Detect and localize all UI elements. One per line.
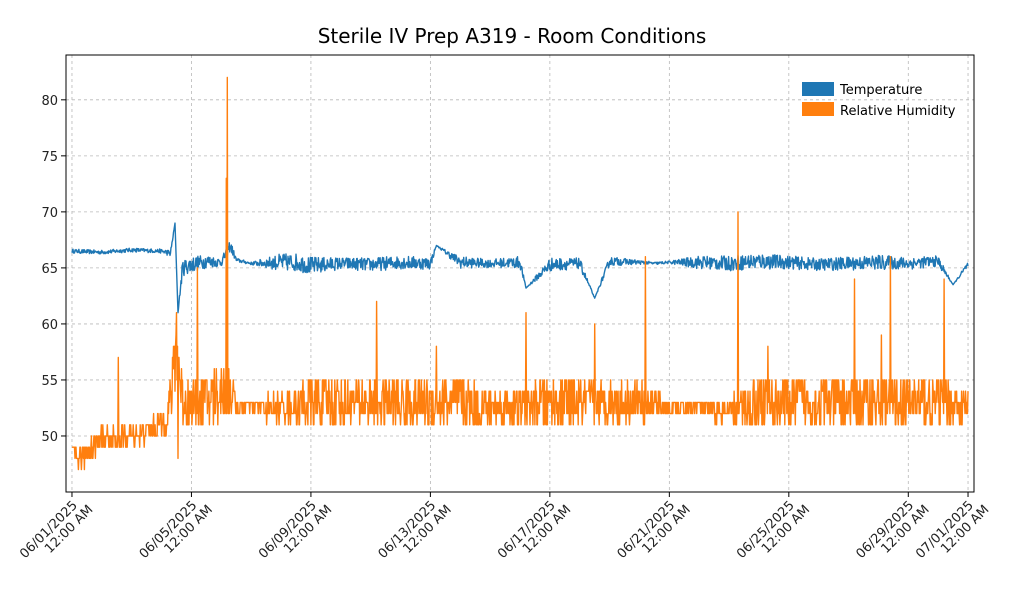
- y-tick-label: 50: [41, 430, 58, 445]
- legend-humidity-label: Relative Humidity: [840, 104, 956, 119]
- y-tick-label: 55: [41, 374, 58, 389]
- series-layer: [71, 76, 969, 471]
- legend-temperature-label: Temperature: [839, 83, 922, 98]
- series-line-temperature: [71, 222, 969, 314]
- grid-layer: [66, 55, 974, 492]
- chart-title: Sterile IV Prep A319 - Room Conditions: [317, 24, 707, 48]
- legend-humidity-swatch: [802, 102, 834, 116]
- legend-temperature-swatch: [802, 82, 834, 96]
- y-tick-label: 70: [41, 206, 58, 221]
- y-tick-label: 80: [41, 94, 58, 109]
- axes-frame: [65, 54, 975, 493]
- legend: Temperature Relative Humidity: [802, 82, 956, 119]
- series-line-relative-humidity: [71, 76, 969, 471]
- y-tick-label: 75: [41, 150, 58, 165]
- y-tick-label: 65: [41, 262, 58, 277]
- y-tick-label: 60: [41, 318, 58, 333]
